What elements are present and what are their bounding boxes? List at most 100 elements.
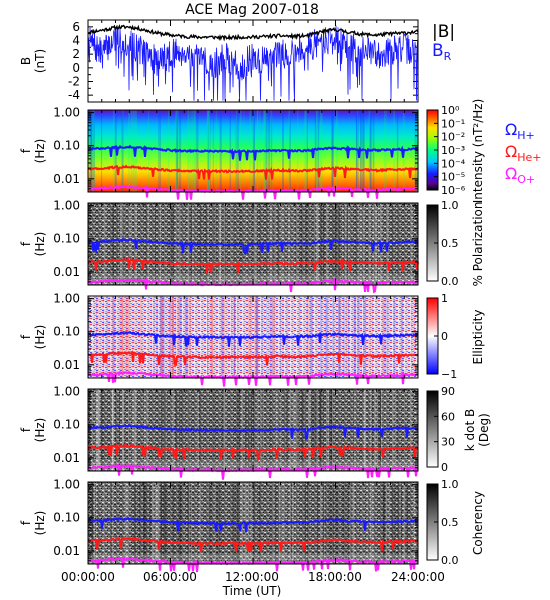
spectrogram-streak <box>345 296 347 378</box>
spectrogram-panel-polarization: 1.00 0.10 0.01 f (Hz) 1.0 0.5 0.0 % Polarization <box>19 199 485 294</box>
spectrogram-streak <box>116 203 118 285</box>
spectrogram-streak <box>316 110 319 192</box>
b-tick-label: 6 <box>72 20 80 34</box>
spectrogram-streak <box>344 296 346 378</box>
spectrogram-streak <box>364 296 366 378</box>
spectrogram-streak <box>347 482 350 564</box>
spectrogram-streak <box>143 482 145 564</box>
spectrogram-streak <box>98 296 99 378</box>
spectrogram-streak <box>121 389 124 471</box>
spectrogram-streak <box>355 110 357 192</box>
colorbar-tick-label: 0.5 <box>441 237 459 250</box>
spectrogram-streak <box>90 110 93 192</box>
spectrogram-streak <box>164 389 167 471</box>
spectrogram-streak <box>401 296 402 378</box>
spectrogram-streak <box>111 482 113 564</box>
spectrogram-streak <box>372 482 374 564</box>
freq-tick-label: 0.01 <box>53 172 80 186</box>
freq-axis-label: f <box>19 241 33 246</box>
spectrogram-streak <box>360 203 362 285</box>
spectrogram-streak <box>316 110 318 192</box>
gyrofrequency-line <box>87 331 419 347</box>
spectrogram-streak <box>143 482 145 564</box>
colorbar-tick-label: 1 <box>441 292 448 305</box>
spectrogram-streak <box>100 389 103 471</box>
y-axis-unit-b: (nT) <box>33 49 47 73</box>
spectrogram-streak <box>127 296 130 378</box>
spectrogram-streak <box>144 482 147 564</box>
spectrogram-streak <box>91 389 93 471</box>
spectrogram-streak <box>125 296 127 378</box>
colorbar-tick-label: 10⁻² <box>441 131 465 144</box>
spectrogram-streak <box>115 296 117 378</box>
freq-tick-label: 0.01 <box>53 265 80 279</box>
spectrogram-streak <box>151 296 153 378</box>
spectrogram-streak <box>120 296 123 378</box>
spectrogram-streak <box>108 482 110 564</box>
spectrogram-streak <box>358 296 360 378</box>
colorbar-label: Intensity (nT²/Hz) <box>471 99 485 204</box>
freq-axis-label: f <box>19 148 33 153</box>
spectrogram-streak <box>329 389 331 471</box>
spectrogram-streak <box>409 389 412 471</box>
spectrogram-streak <box>121 110 124 192</box>
spectrogram-streak <box>325 482 326 564</box>
spectrogram-streak <box>347 203 350 285</box>
spectrogram-streak <box>353 296 356 378</box>
spectrogram-streak <box>328 482 330 564</box>
spectrogram-streak <box>125 203 126 285</box>
spectrogram-streak <box>319 389 322 471</box>
freq-tick-label: 1.00 <box>53 478 80 492</box>
spectrogram-streak <box>98 389 101 471</box>
colorbar-label: Ellipticity <box>471 310 485 365</box>
spectrogram-streak <box>133 296 135 378</box>
spectrogram-streak <box>320 110 323 192</box>
colorbar-tick-label: 30 <box>441 436 455 449</box>
spectrogram-streak <box>237 482 239 564</box>
spectrogram-streak <box>155 482 158 564</box>
colorbar-tick-label: 10⁻³ <box>441 144 465 157</box>
spectrogram-streak <box>326 203 328 285</box>
gyrofrequency-line <box>87 350 419 366</box>
spectrogram-streak <box>345 203 347 285</box>
colorbar-tick-label: 0 <box>441 461 448 474</box>
time-axis: 00:00:00 06:00:00 12:00:00 18:00:00 24:0… <box>61 570 445 584</box>
spectrogram-streak <box>330 389 332 471</box>
gyrofrequency-line <box>87 144 419 161</box>
spectrogram-streak <box>245 203 247 285</box>
spectrogram-streak <box>314 110 317 192</box>
spectrogram-streak <box>325 296 327 378</box>
colorbar-tick-label: −1 <box>441 368 457 381</box>
spectrogram-streak <box>319 389 322 471</box>
spectrogram-streak <box>353 389 355 471</box>
spectrogram-streak <box>113 482 114 564</box>
spectrogram-streak <box>110 482 113 564</box>
spectrogram-streak <box>363 203 365 285</box>
spectrogram-streak <box>162 482 164 564</box>
spectrogram-streak <box>101 110 103 192</box>
spectrogram-streak <box>314 389 317 471</box>
spectrogram-streak <box>155 203 156 285</box>
spectrogram-streak <box>152 482 154 564</box>
spectrogram-streak <box>354 296 357 378</box>
omega-legend-3: ΩO+ <box>505 164 535 186</box>
spectrogram-streak <box>322 389 324 471</box>
spectrogram-streak <box>159 203 162 285</box>
spectrogram-streak <box>347 296 350 378</box>
spectrogram-streak <box>125 203 126 285</box>
freq-axis-unit: (Hz) <box>33 232 47 257</box>
spectrogram-streak <box>326 389 327 471</box>
spectrogram-streak <box>91 482 93 564</box>
spectrogram-streak <box>153 296 155 378</box>
colorbar-unit: (Deg) <box>477 413 491 447</box>
colorbar-label: Coherency <box>471 491 485 555</box>
spectrogram-streak <box>356 110 357 192</box>
spectrogram-streak <box>347 203 349 285</box>
freq-tick-label: 1.00 <box>53 106 80 120</box>
colorbar <box>426 390 439 468</box>
freq-axis-unit: (Hz) <box>33 511 47 536</box>
omega-legend-1: ΩH+ <box>505 120 535 142</box>
spectrogram-streak <box>391 482 393 564</box>
spectrogram-streak <box>148 110 150 192</box>
b-tick-label: -2 <box>68 75 80 89</box>
